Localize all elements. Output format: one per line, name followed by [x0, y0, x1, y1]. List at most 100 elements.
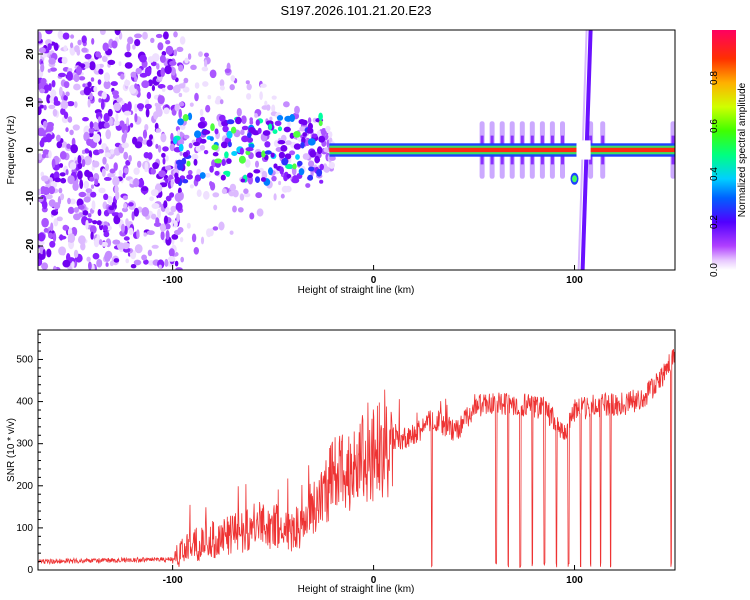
colorbar-tick-label: 0.8	[709, 71, 720, 85]
noise-blob	[264, 100, 268, 107]
noise-blob	[162, 157, 166, 165]
noise-blob	[87, 213, 92, 218]
signal-blob	[247, 132, 252, 139]
noise-blob	[145, 108, 150, 118]
noise-blob	[273, 193, 277, 201]
noise-blob	[190, 64, 197, 71]
noise-blob	[98, 187, 106, 194]
noise-blob	[122, 195, 128, 201]
noise-blob	[256, 208, 264, 217]
noise-blob	[105, 129, 111, 140]
noise-blob	[174, 103, 180, 112]
signal-blob	[309, 150, 317, 158]
signal-blob	[264, 150, 272, 155]
noise-blob	[115, 113, 119, 122]
noise-blob	[41, 200, 48, 210]
noise-blob	[88, 261, 92, 270]
y-tick-label: 100	[16, 523, 33, 534]
noise-blob	[62, 259, 71, 268]
noise-blob	[58, 235, 67, 240]
signal-blob	[311, 133, 318, 138]
noise-blob	[90, 184, 95, 189]
noise-blob	[105, 262, 109, 267]
noise-blob	[179, 191, 184, 201]
noise-blob	[170, 205, 177, 213]
noise-blob	[78, 191, 87, 198]
noise-blob	[103, 80, 111, 90]
signal-blob	[241, 125, 249, 131]
signal-blob	[194, 174, 202, 182]
x-tick-label: -100	[163, 575, 183, 586]
noise-blob	[167, 84, 174, 91]
noise-blob	[169, 143, 175, 152]
x-tick-label: 0	[371, 575, 377, 586]
x-tick-label: 0	[371, 275, 377, 286]
colorbar-tick-label: 0.6	[709, 119, 720, 133]
noise-blob	[305, 183, 311, 188]
noise-blob	[113, 162, 118, 171]
noise-blob	[134, 83, 138, 89]
noise-blob	[134, 39, 141, 47]
noise-blob	[193, 247, 199, 255]
noise-blob	[39, 88, 46, 94]
noise-blob	[38, 239, 45, 246]
noise-blob	[111, 40, 118, 49]
signal-blob	[279, 166, 285, 175]
noise-blob	[74, 45, 80, 53]
noise-blob	[78, 76, 86, 81]
snr-plot-area	[38, 348, 675, 568]
noise-blob	[260, 83, 267, 88]
noise-blob	[103, 176, 112, 181]
noise-blob	[65, 91, 70, 97]
noise-blob	[155, 128, 162, 133]
noise-blob	[124, 62, 133, 69]
noise-blob	[177, 129, 181, 138]
noise-blob	[125, 218, 129, 226]
noise-blob	[50, 89, 57, 98]
noise-blob	[134, 33, 142, 39]
noise-blob	[52, 108, 58, 117]
noise-blob	[245, 159, 251, 168]
noise-blob	[174, 229, 182, 236]
signal-blob	[193, 158, 198, 166]
noise-blob	[38, 31, 42, 42]
noise-blob	[60, 177, 67, 184]
noise-blob	[97, 209, 102, 216]
noise-blob	[179, 131, 183, 136]
noise-blob	[118, 169, 123, 177]
signal-blob	[178, 143, 184, 152]
noise-blob	[152, 162, 160, 170]
noise-blob	[45, 194, 53, 200]
noise-blob	[143, 207, 148, 216]
noise-blob	[157, 84, 166, 89]
signal-blob	[193, 141, 200, 147]
noise-blob	[38, 188, 42, 196]
noise-blob	[203, 190, 210, 200]
noise-blob	[118, 61, 122, 67]
signal-blob	[264, 141, 271, 148]
noise-blob	[219, 85, 225, 91]
signal-blob	[224, 151, 229, 159]
noise-blob	[97, 79, 102, 85]
noise-blob	[100, 100, 105, 110]
noise-blob	[63, 45, 68, 52]
noise-blob	[107, 195, 113, 205]
noise-blob	[209, 181, 213, 187]
noise-blob	[157, 208, 161, 219]
noise-blob	[183, 77, 189, 84]
noise-blob	[157, 42, 164, 51]
noise-blob	[165, 40, 171, 45]
noise-blob	[93, 86, 98, 93]
noise-blob	[280, 134, 287, 142]
noise-blob	[56, 216, 63, 222]
noise-blob	[189, 184, 194, 189]
signal-blob	[194, 130, 202, 138]
noise-blob	[84, 53, 92, 60]
signal-blob	[245, 150, 251, 156]
noise-blob	[240, 129, 245, 136]
noise-blob	[209, 69, 217, 79]
noise-blob	[107, 172, 115, 178]
signal-blob	[281, 158, 289, 166]
noise-blob	[118, 212, 123, 219]
noise-blob	[41, 217, 49, 228]
